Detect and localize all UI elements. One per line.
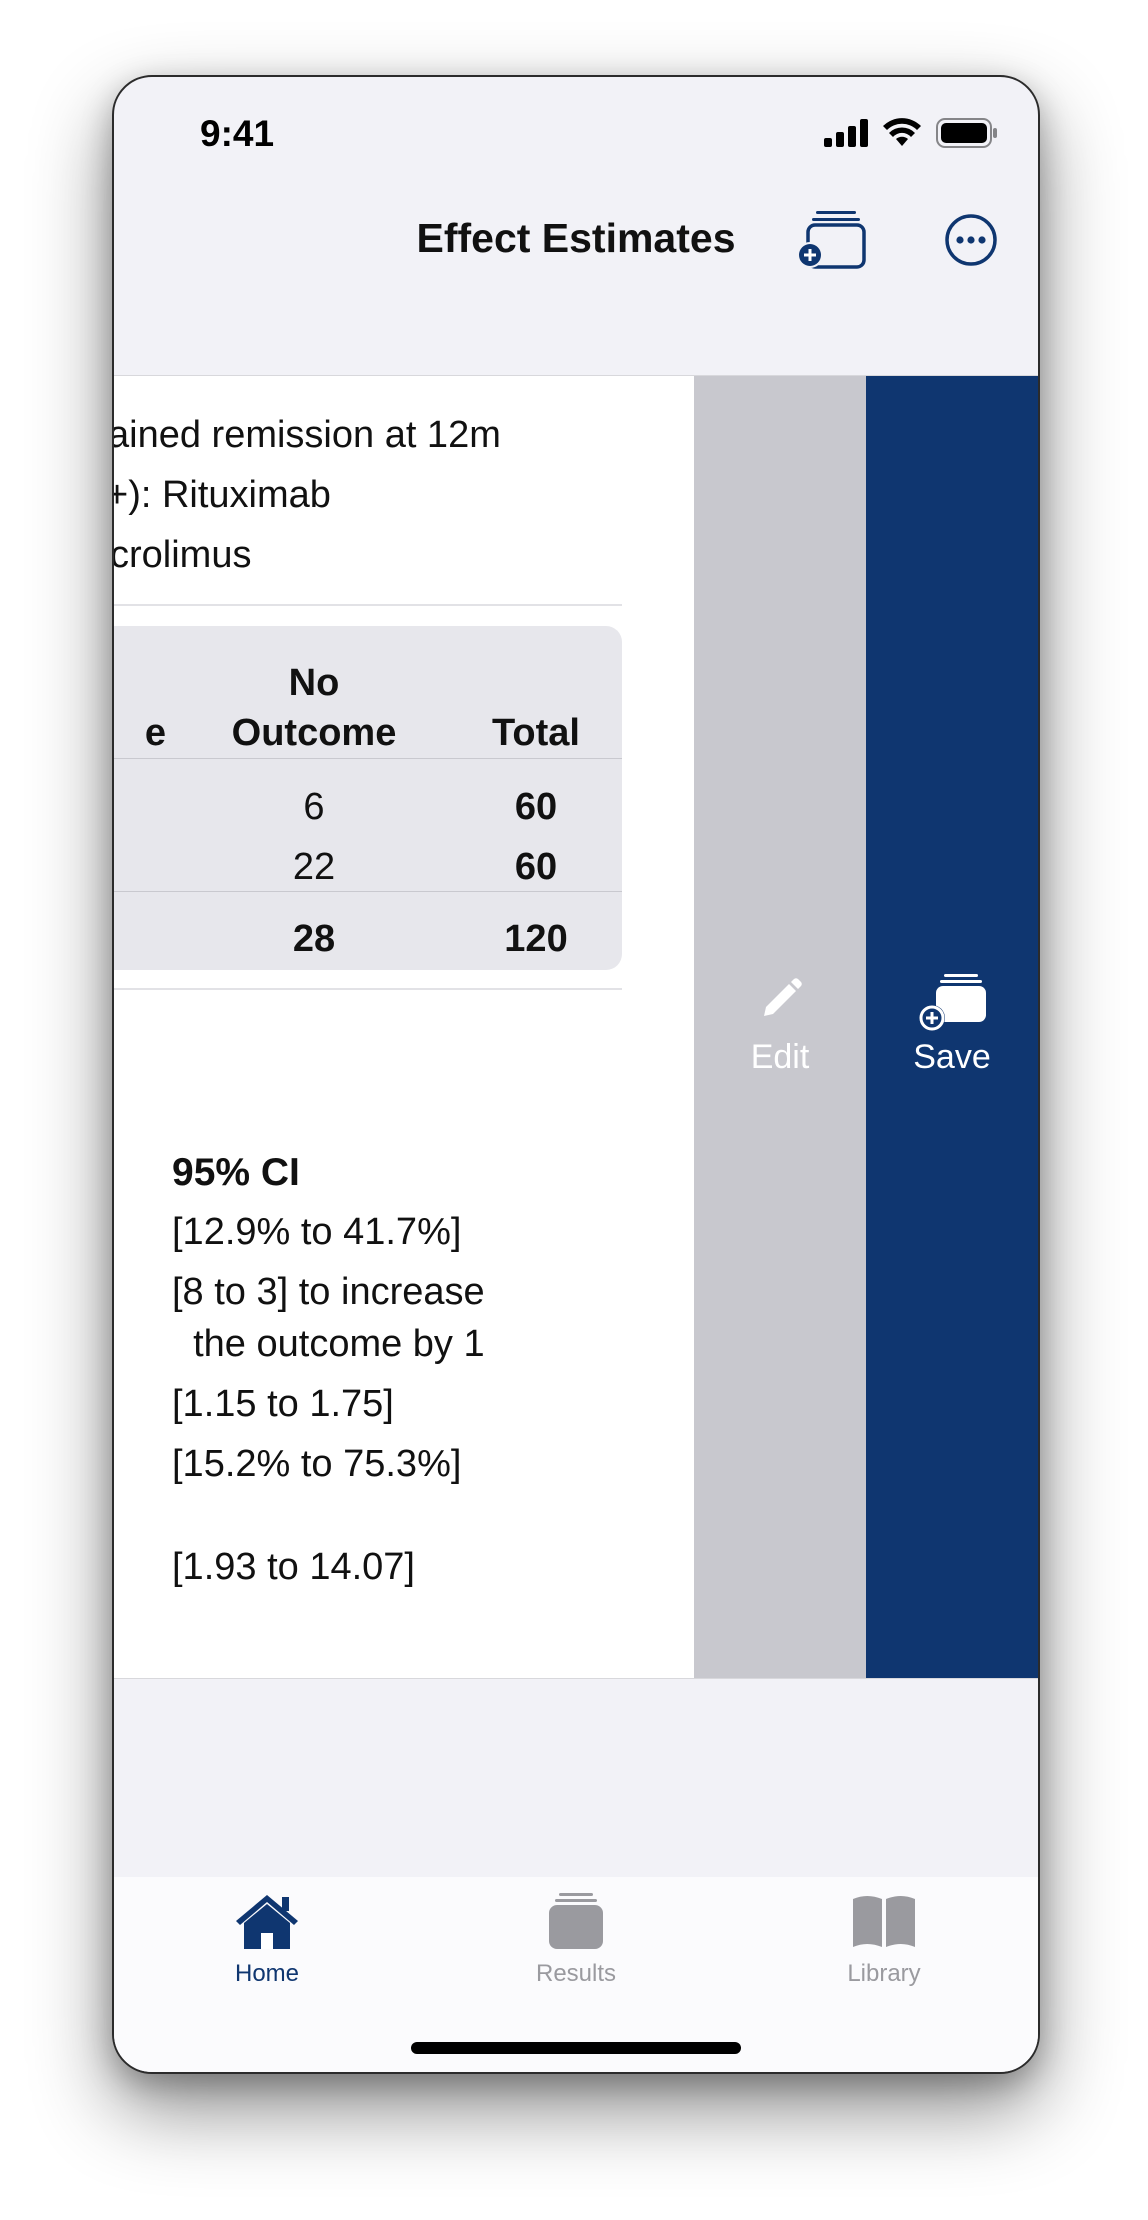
tab-bar: Home Results Library: [114, 1877, 1038, 2072]
signal-icon: [824, 119, 868, 147]
save-to-collection-icon: [919, 974, 986, 1031]
tab-library[interactable]: Library: [794, 1891, 974, 1988]
table-cell: 6: [303, 786, 325, 828]
col-header-no-outcome-line1: No: [288, 662, 340, 704]
wifi-icon: [883, 118, 921, 146]
ci-value: [1.93 to 14.07]: [172, 1546, 415, 1588]
estimate-cell[interactable]: ained remission at 12m +): Rituximab cro…: [114, 375, 1038, 1679]
status-time: 9:41: [200, 113, 275, 154]
summary-comparator: crolimus: [114, 534, 252, 576]
summary-outcome: ained remission at 12m: [114, 414, 501, 456]
ci-value: the outcome by 1: [172, 1323, 485, 1365]
page-title: Effect Estimates: [416, 215, 736, 261]
house-icon: [236, 1895, 298, 1949]
edit-label: Edit: [750, 1038, 810, 1076]
table-total-line: [114, 891, 622, 892]
col-header-outcome: e: [144, 712, 166, 754]
ci-value: [12.9% to 41.7%]: [172, 1211, 462, 1253]
table-header-line: [114, 758, 622, 759]
pencil-icon: [764, 978, 802, 1016]
edit-action-button[interactable]: Edit: [694, 376, 866, 1678]
status-icons: [824, 117, 998, 149]
table-total-cell: 28: [292, 918, 336, 960]
contingency-table: e No Outcome Total 6 60 22 60 28 120: [114, 626, 622, 970]
divider: [114, 604, 622, 606]
col-header-total: Total: [492, 712, 580, 754]
add-to-collection-icon: [797, 211, 866, 269]
home-indicator: [411, 2042, 741, 2054]
add-to-collection-button[interactable]: [796, 209, 866, 276]
tab-home[interactable]: Home: [177, 1891, 357, 1988]
table-cell: 22: [292, 846, 336, 888]
ellipsis-circle-icon: [945, 214, 997, 266]
more-options-button[interactable]: [944, 213, 998, 272]
table-cell: 60: [514, 786, 558, 828]
ci-value: [8 to 3] to increase: [172, 1271, 485, 1313]
ci-value: [1.15 to 1.75]: [172, 1383, 394, 1425]
table-cell: 60: [514, 846, 558, 888]
tab-results-label: Results: [535, 1960, 617, 1987]
tab-results[interactable]: Results: [486, 1891, 666, 1988]
battery-icon: [936, 118, 997, 148]
save-label: Save: [913, 1038, 991, 1076]
divider: [114, 988, 622, 990]
book-icon: [853, 1896, 915, 1947]
tab-library-label: Library: [847, 1960, 921, 1987]
col-header-no-outcome-line2: Outcome: [231, 712, 397, 754]
table-total-cell: 120: [504, 918, 568, 960]
phone-screen: 9:41 Effect Estimates: [112, 75, 1040, 2074]
ci-header: 95% CI: [172, 1151, 300, 1194]
save-action-button[interactable]: Save: [866, 376, 1038, 1678]
summary-intervention: +): Rituximab: [114, 474, 331, 516]
ci-value: [15.2% to 75.3%]: [172, 1443, 462, 1485]
stack-icon: [549, 1893, 603, 1949]
tab-home-label: Home: [234, 1960, 300, 1987]
